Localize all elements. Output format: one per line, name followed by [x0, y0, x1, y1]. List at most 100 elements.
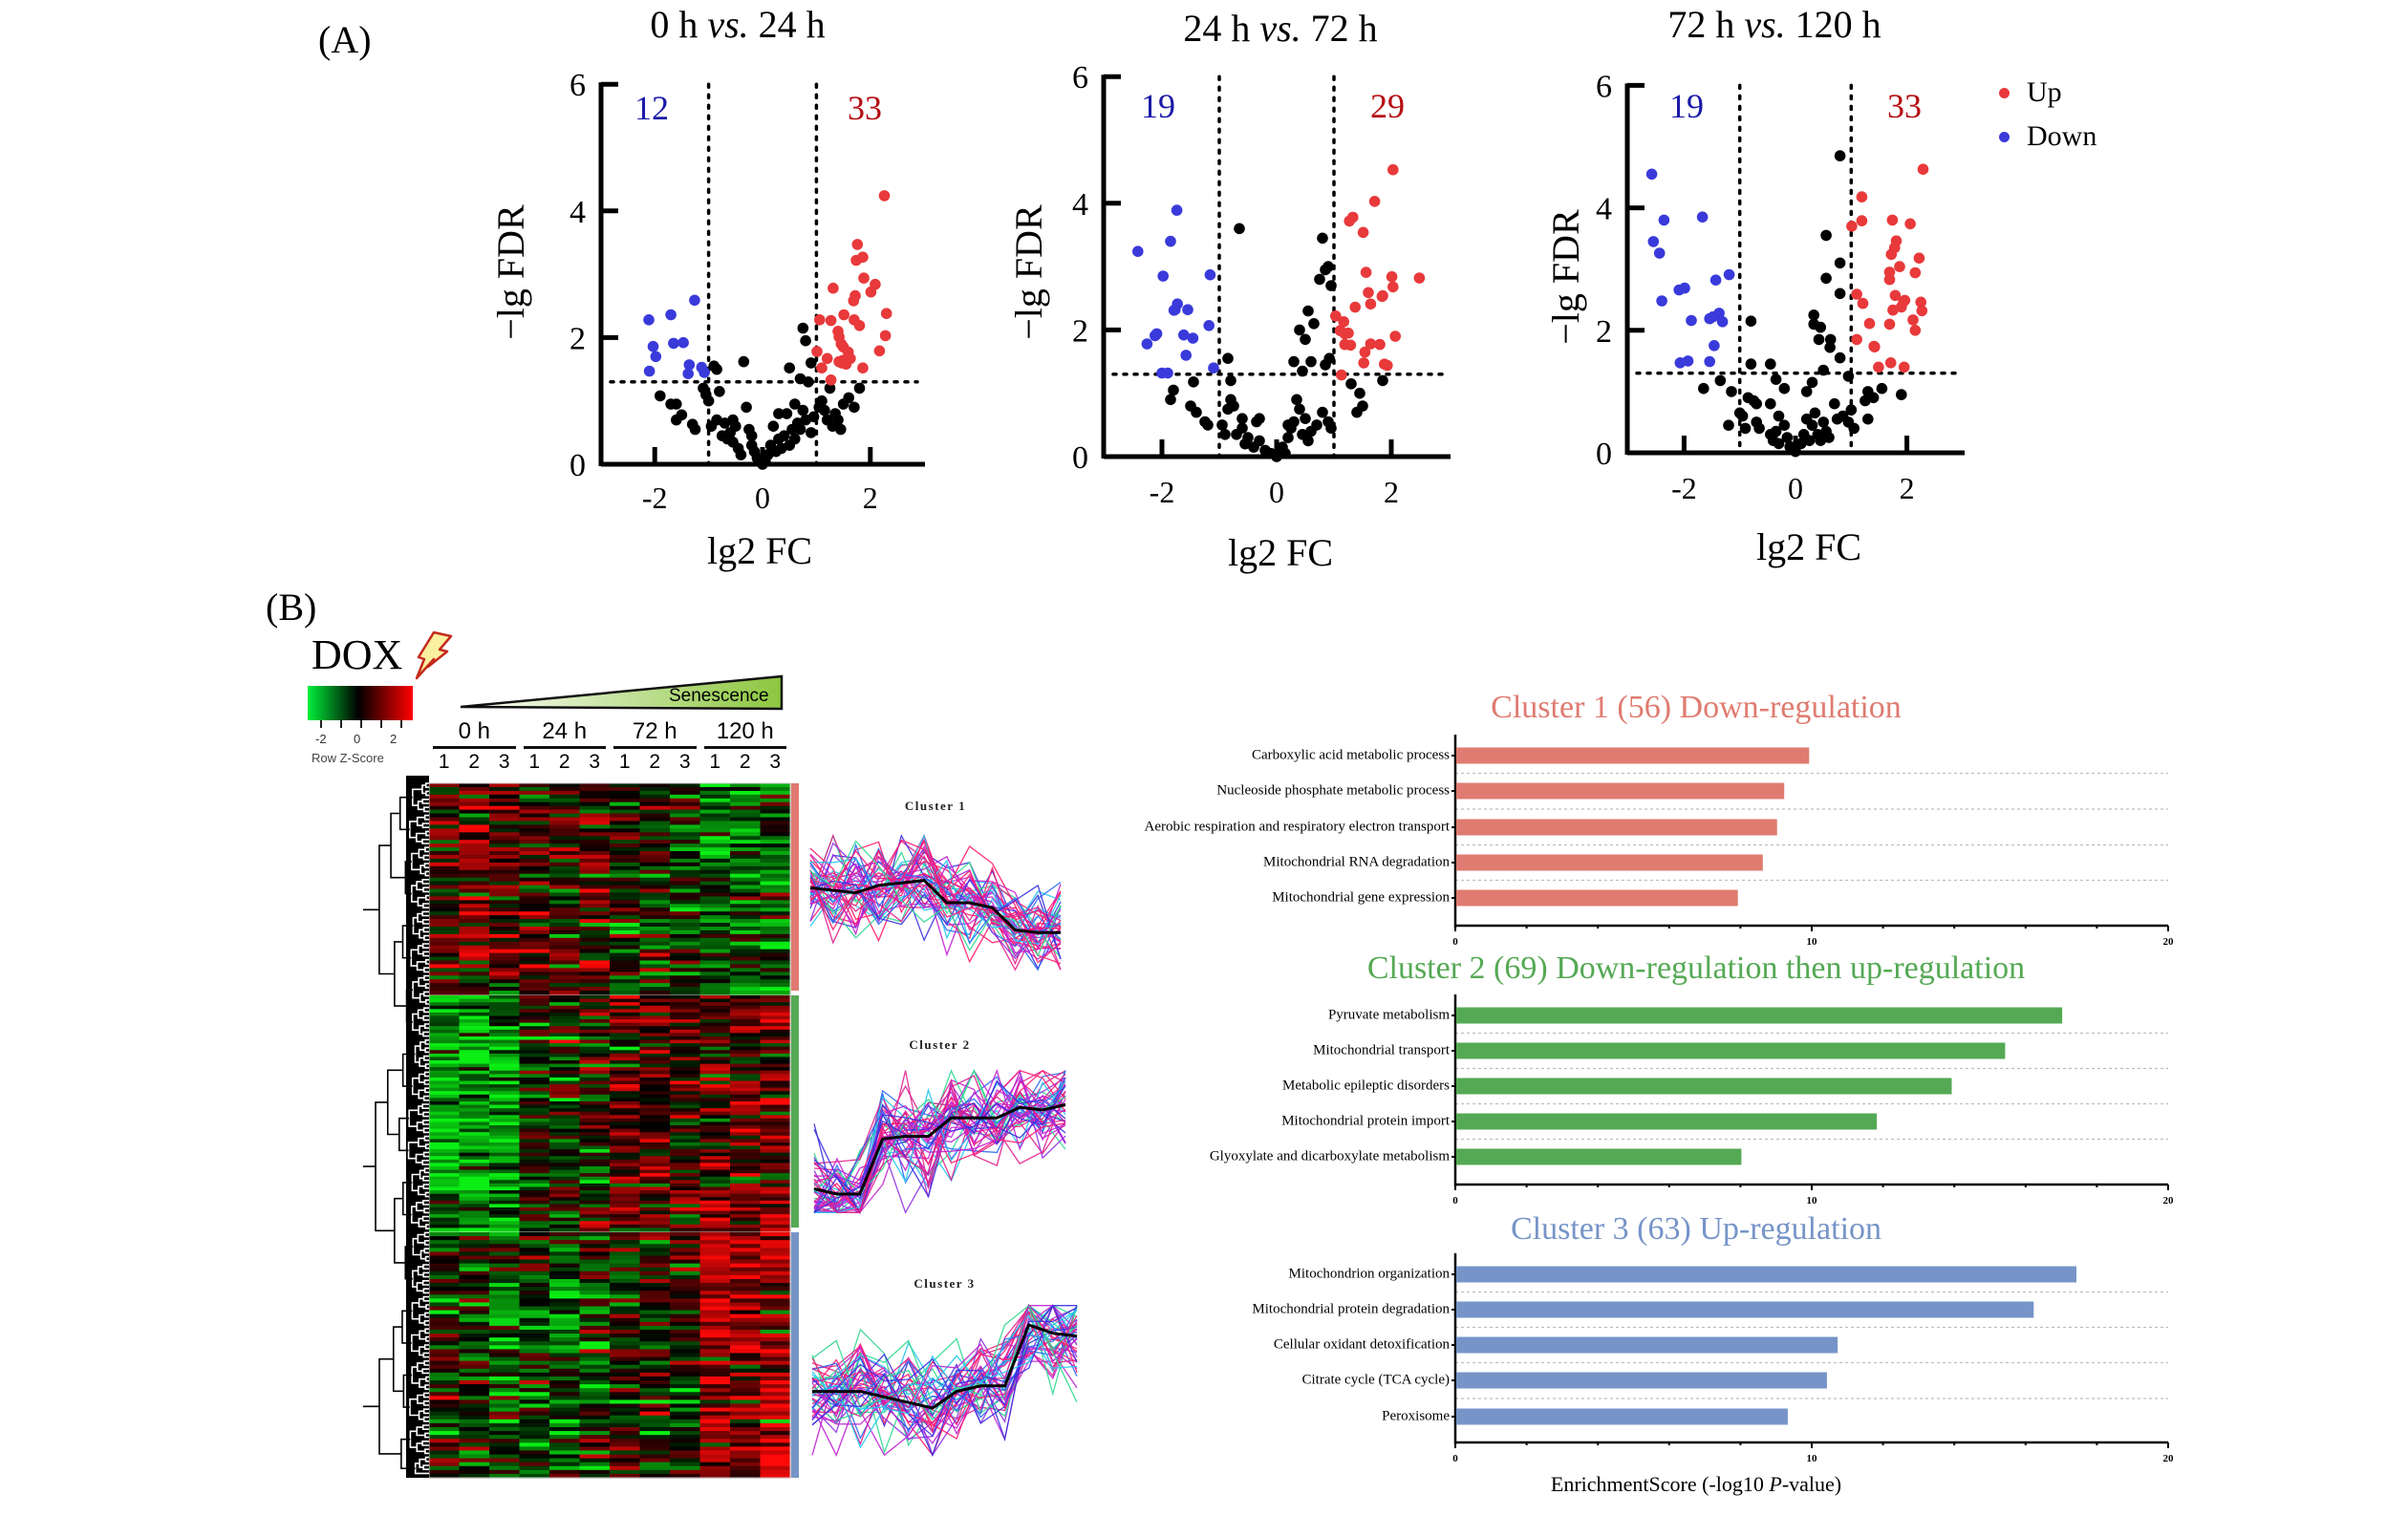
heatmap-cell — [610, 1278, 641, 1284]
heatmap-cell — [699, 1403, 731, 1409]
heatmap-cell — [639, 1349, 671, 1355]
heatmap-cell — [429, 1098, 461, 1102]
heatmap-cell — [699, 1251, 731, 1257]
heatmap-cell — [549, 1228, 581, 1232]
heatmap-cell — [760, 1169, 791, 1174]
heatmap-cell — [579, 1176, 611, 1181]
heatmap-cell — [549, 1244, 581, 1249]
heatmap-cell — [579, 952, 611, 958]
heatmap-cell — [760, 1026, 791, 1031]
heatmap-cell — [489, 1419, 521, 1424]
heatmap-cell — [429, 1283, 461, 1288]
heatmap-cell — [670, 1439, 701, 1443]
heatmap-cell — [699, 843, 731, 848]
heatmap-cell — [639, 964, 671, 969]
heatmap-cell — [699, 1469, 731, 1475]
heatmap-cell — [670, 1084, 701, 1089]
heatmap-cell — [459, 881, 490, 886]
replicate-label: 3 — [678, 751, 691, 773]
heatmap-cell — [459, 945, 490, 950]
heatmap-cell — [760, 1462, 791, 1467]
heatmap-cell — [610, 1084, 641, 1089]
data-point-ns — [1736, 410, 1749, 422]
heatmap-cell — [730, 1349, 762, 1355]
heatmap-cell — [730, 983, 762, 988]
heatmap-cell — [549, 1009, 581, 1014]
heatmap-cell — [459, 1183, 490, 1188]
heatmap-cell — [639, 1244, 671, 1249]
heatmap-cell — [699, 1019, 731, 1024]
heatmap-cell — [760, 1033, 791, 1037]
heatmap-cell — [760, 1283, 791, 1288]
heatmap-cell — [459, 1173, 490, 1178]
heatmap-cell — [760, 1046, 791, 1051]
heatmap-cell — [489, 786, 521, 792]
data-point-down — [1704, 355, 1715, 368]
heatmap-cell — [730, 1169, 762, 1174]
heatmap-cell — [579, 836, 611, 841]
heatmap-cell — [489, 1169, 521, 1174]
heatmap-cell — [610, 1317, 641, 1323]
heatmap-cell — [549, 1392, 581, 1397]
heatmap-cell — [519, 1422, 550, 1428]
heatmap-cell — [519, 824, 550, 829]
heatmap-cell — [579, 1005, 611, 1010]
profile-trace — [809, 840, 1062, 957]
heatmap-cell — [699, 1118, 731, 1123]
heatmap-cell — [549, 1033, 581, 1037]
heatmap-cell — [429, 1077, 461, 1082]
heatmap-cell — [730, 1329, 762, 1335]
heatmap-cell — [699, 1450, 731, 1456]
heatmap-cell — [730, 1419, 762, 1424]
heatmap-cell — [670, 1329, 701, 1335]
data-point-down — [1203, 320, 1215, 331]
heatmap-cell — [730, 1310, 762, 1315]
heatmap-cell — [699, 941, 731, 947]
heatmap-cell — [730, 1111, 762, 1116]
data-point-ns — [806, 427, 817, 438]
heatmap-cell — [429, 1183, 461, 1188]
heatmap-cell — [699, 1152, 731, 1157]
heatmap-cell — [760, 964, 791, 969]
heatmap-cell — [730, 843, 762, 848]
heatmap-cell — [459, 1206, 490, 1212]
heatmap-cell — [429, 790, 461, 796]
heatmap-cell — [579, 1080, 611, 1085]
heatmap-cell — [760, 1197, 791, 1202]
heatmap-cell — [670, 1094, 701, 1099]
heatmap-cell — [730, 1210, 762, 1215]
heatmap-cell — [730, 960, 762, 966]
heatmap-cell — [699, 911, 731, 916]
heatmap-cell — [639, 836, 671, 841]
bar-x-tick-label: 10 — [1807, 1453, 1818, 1464]
dendrogram-branch — [421, 839, 429, 844]
heatmap-cell — [730, 1200, 762, 1205]
heatmap-cell — [639, 1115, 671, 1120]
heatmap-cell — [760, 1176, 791, 1181]
heatmap-cell — [489, 1372, 521, 1377]
heatmap-cell — [579, 854, 611, 860]
down-count-label: 19 — [1669, 87, 1704, 125]
heatmap-cell — [579, 1356, 611, 1362]
heatmap-cell — [760, 1012, 791, 1017]
heatmap-cell — [549, 1098, 581, 1102]
heatmap-cell — [429, 1294, 461, 1299]
heatmap-cell — [459, 1473, 490, 1479]
heatmap-cell — [730, 1283, 762, 1288]
heatmap-cell — [760, 1329, 791, 1335]
heatmap-cell — [459, 964, 490, 969]
heatmap-cell — [459, 1156, 490, 1161]
heatmap-cell — [549, 809, 581, 815]
data-point-down — [1656, 295, 1667, 307]
heatmap-cell — [489, 1180, 521, 1185]
heatmap-cell — [429, 1046, 461, 1051]
heatmap-cell — [489, 1317, 521, 1323]
bar — [1456, 1336, 1838, 1354]
heatmap-cell — [639, 1334, 671, 1338]
heatmap-cell — [699, 1183, 731, 1188]
heatmap-cell — [699, 1009, 731, 1014]
heatmap-cell — [519, 964, 550, 969]
heatmap-cell — [429, 1005, 461, 1010]
heatmap-cell — [760, 1270, 791, 1276]
heatmap-cell — [549, 1118, 581, 1123]
